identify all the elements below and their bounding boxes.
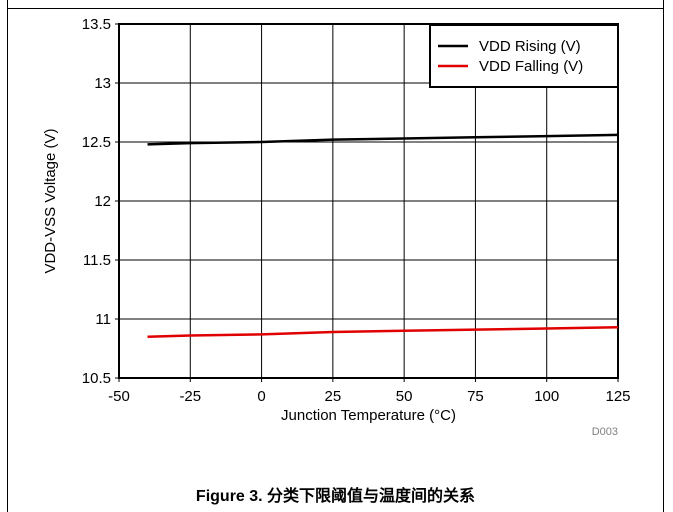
y-tick-label: 11.5 bbox=[83, 252, 111, 269]
x-tick-label: 50 bbox=[396, 388, 413, 405]
figure-code: D003 bbox=[592, 426, 618, 438]
legend-box bbox=[429, 24, 619, 88]
frame-right-border bbox=[663, 0, 664, 512]
y-axis-label: VDD-VSS Voltage (V) bbox=[42, 128, 59, 273]
y-tick-label: 12 bbox=[94, 193, 111, 210]
frame-left-border bbox=[7, 0, 8, 512]
x-tick-label: -50 bbox=[108, 388, 130, 405]
series-line-vdd-falling bbox=[147, 326, 619, 338]
y-tick-label: 12.5 bbox=[82, 134, 111, 151]
x-tick-label: 0 bbox=[257, 388, 265, 405]
x-tick-label: 100 bbox=[534, 388, 559, 405]
x-tick-label: -25 bbox=[179, 388, 201, 405]
x-tick-label: 25 bbox=[325, 388, 342, 405]
legend-label: VDD Falling (V) bbox=[479, 58, 583, 75]
series-line-vdd-rising bbox=[147, 133, 619, 146]
x-tick-label: 125 bbox=[605, 388, 630, 405]
line-chart: -50 -25 0 25 50 75 100 125 10.5 11 11.5 12 12.5 13 13.… bbox=[42, 16, 631, 438]
legend-label: VDD Rising (V) bbox=[479, 38, 581, 55]
x-axis-label: Junction Temperature (°C) bbox=[281, 407, 456, 424]
frame-top-border bbox=[7, 8, 664, 9]
figure-caption: Figure 3. 分类下限阈值与温度间的关系 bbox=[195, 488, 476, 505]
y-tick-label: 11 bbox=[95, 311, 111, 328]
y-tick-label: 13 bbox=[94, 75, 111, 92]
x-tick-label: 75 bbox=[467, 388, 484, 405]
y-tick-label: 13.5 bbox=[82, 16, 111, 33]
y-tick-label: 10.5 bbox=[82, 370, 111, 387]
